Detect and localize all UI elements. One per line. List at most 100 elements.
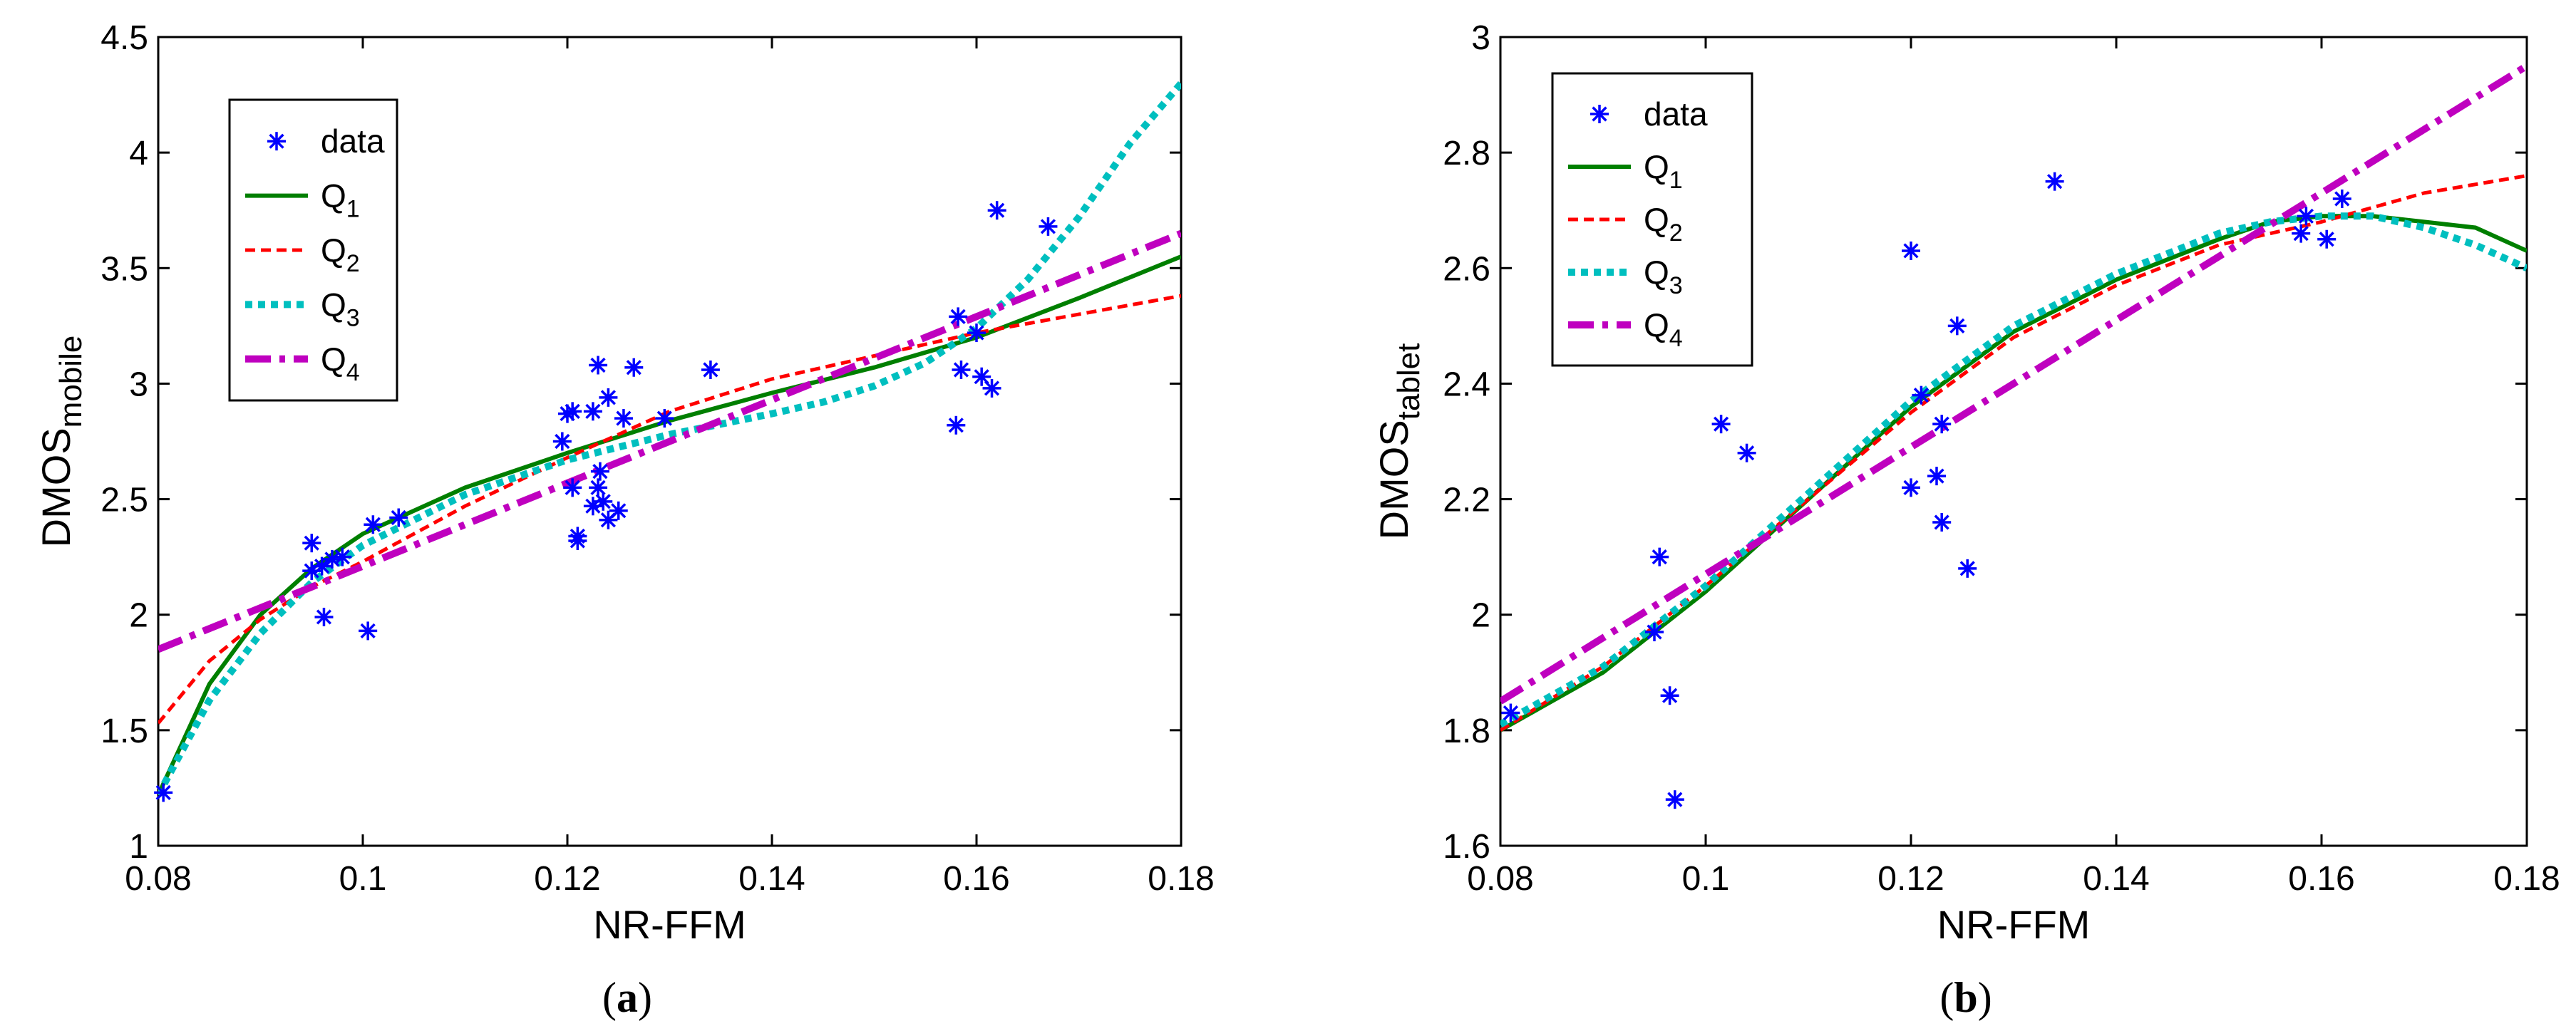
data-point (1737, 443, 1756, 462)
legend-label-q2: Q2 (321, 232, 360, 277)
data-point (2045, 172, 2064, 191)
x-tick-label: 0.1 (339, 860, 387, 898)
legend: data Q1 Q2 Q3 Q4 (228, 98, 398, 402)
series-line-q2 (1500, 174, 2527, 732)
legend-label-q4: Q4 (321, 341, 360, 386)
legend-label-q3: Q3 (1644, 254, 1683, 299)
y-tick-label: 3.5 (101, 250, 148, 288)
x-axis-title: NR-FFM (1937, 902, 2091, 947)
data-point (599, 388, 618, 407)
data-point (1501, 703, 1520, 722)
data-point (1958, 559, 1977, 578)
panel-label: (b) (1939, 974, 1992, 1021)
plot-area-frame (157, 36, 1183, 847)
data-point (314, 607, 334, 626)
data-point (987, 201, 1006, 220)
y-tick-label: 2.6 (1443, 250, 1490, 288)
x-tick-label: 0.16 (943, 860, 1009, 898)
data-point (1902, 478, 1920, 497)
legend-label-q4: Q4 (1644, 306, 1683, 352)
chart-panel-a: 0.08 0.1 0.12 0.14 0.16 0.18 1 1.5 2 2.5 3 3.5 4 4.5 N… (34, 19, 1215, 1021)
data-point (312, 556, 331, 576)
data-point (333, 547, 352, 566)
y-axis-title-main: DMOS (1371, 420, 1416, 539)
data-point (1665, 790, 1684, 809)
y-tick-label: 2.5 (101, 482, 148, 519)
y-tick-label: 1.5 (101, 713, 148, 750)
y-tick-label: 2.8 (1443, 135, 1490, 172)
x-tick-label: 0.18 (1148, 860, 1214, 898)
data-point (609, 501, 628, 520)
panel-label: (a) (602, 974, 652, 1021)
x-tick-label: 0.18 (2493, 860, 2560, 898)
x-axis-title: NR-FFM (593, 902, 746, 947)
data-point (590, 462, 609, 481)
data-point (2297, 207, 2316, 226)
data-point (1927, 467, 1946, 486)
data-point (1660, 686, 1679, 705)
data-point (2292, 224, 2311, 243)
data-point (302, 561, 321, 581)
y-axis-title: DMOSmobile (34, 336, 88, 548)
data-point (1912, 385, 1931, 405)
data-point (1650, 547, 1669, 566)
data-point (568, 527, 587, 546)
y-axis-title-subscript: mobile (53, 336, 88, 428)
data-point (364, 515, 383, 534)
data-point (594, 492, 613, 511)
data-point (952, 360, 971, 379)
x-tick-label: 0.14 (738, 860, 805, 898)
data-point (1932, 415, 1952, 434)
series-line-q4 (1500, 63, 2527, 705)
legend-label-q2: Q2 (1644, 201, 1683, 247)
y-tick-label: 2.2 (1443, 482, 1490, 519)
legend-label-q3: Q3 (321, 286, 360, 331)
x-tick-label: 0.1 (1682, 860, 1730, 898)
data-point (614, 409, 633, 428)
x-tick-label: 0.12 (1877, 860, 1944, 898)
data-point (1039, 217, 1058, 236)
data-point (589, 478, 608, 497)
x-tick-label: 0.08 (1467, 860, 1533, 898)
x-tick-label: 0.08 (125, 860, 191, 898)
data-point (1645, 623, 1664, 642)
data-point (359, 621, 378, 641)
data-point (589, 356, 608, 375)
legend-marker-data (1590, 105, 1609, 123)
y-tick-label: 4 (129, 135, 148, 172)
data-point (2317, 229, 2337, 249)
data-points (154, 201, 1058, 802)
data-point (154, 783, 173, 802)
x-tick-label: 0.14 (2083, 860, 2149, 898)
legend-label-q1: Q1 (1644, 148, 1683, 194)
y-tick-label: 3 (129, 366, 148, 403)
legend-label-data: data (321, 123, 385, 160)
y-tick-label: 3 (1471, 19, 1490, 57)
data-point (599, 510, 618, 529)
y-tick-label: 1.8 (1443, 713, 1490, 750)
data-point (1932, 513, 1952, 532)
data-point (552, 432, 572, 451)
legend: data Q1 Q2 Q3 Q4 (1551, 72, 1753, 367)
fit-curves (1500, 63, 2527, 732)
data-point (655, 409, 674, 428)
data-point (2332, 190, 2351, 208)
data-point (389, 508, 408, 527)
data-point (1902, 241, 1920, 260)
data-point (949, 307, 968, 326)
series-line-q4 (158, 229, 1181, 653)
data-point (302, 534, 321, 553)
y-axis-title-main: DMOS (34, 428, 78, 547)
data-point (583, 402, 602, 421)
x-tick-label: 0.12 (534, 860, 600, 898)
legend-box (228, 98, 398, 402)
y-tick-label: 2 (1471, 597, 1490, 635)
series-line-q2 (158, 294, 1181, 725)
data-point (967, 323, 986, 343)
plot-area-frame (1499, 36, 2528, 847)
data-point (1947, 316, 1967, 336)
series-line-q3 (1500, 212, 2527, 728)
data-point (563, 402, 582, 421)
y-tick-label: 2 (129, 597, 148, 635)
